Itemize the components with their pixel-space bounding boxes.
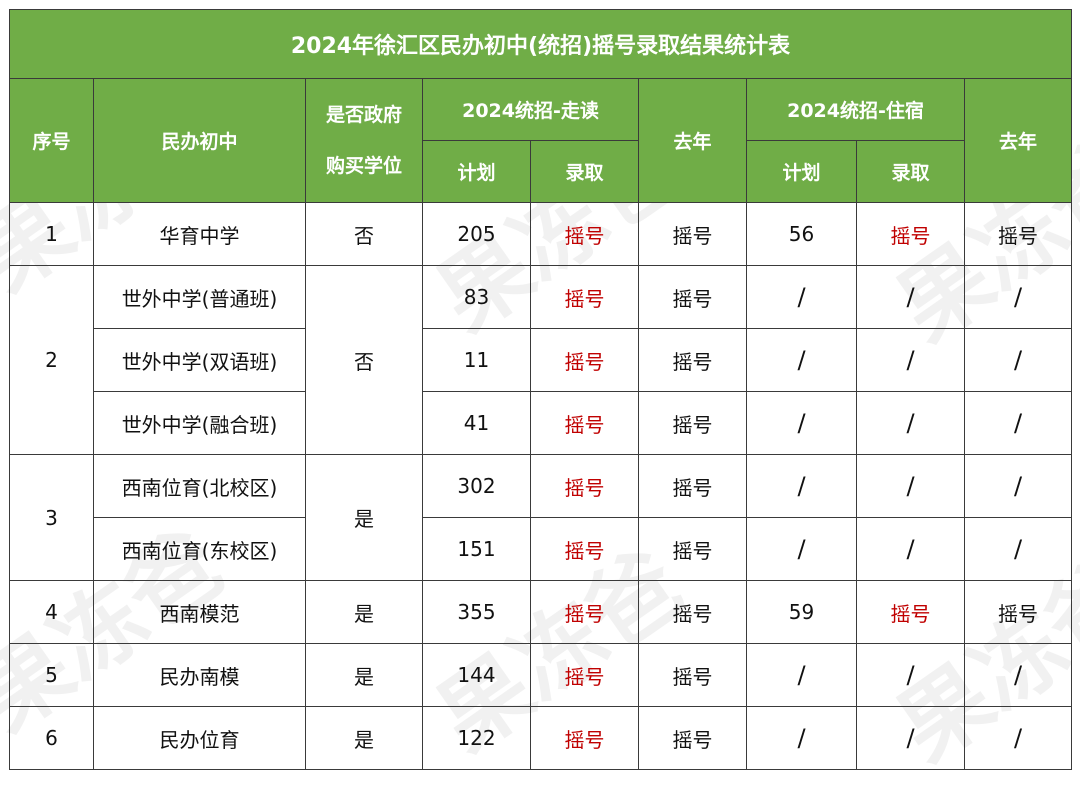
cell-plan: 41 xyxy=(422,391,531,455)
header-board-admit: 录取 xyxy=(856,140,965,203)
table-row: 西南位育(东校区) 151 摇号 摇号 / / / xyxy=(10,517,1072,581)
cell-board-admit: 摇号 xyxy=(856,580,965,644)
cell-plan: 355 xyxy=(422,580,531,644)
cell-board-last: 摇号 xyxy=(964,202,1072,266)
table-row: 2 世外中学(普通班) 否 83 摇号 摇号 / / / xyxy=(9,265,1072,455)
cell-board-last: / xyxy=(964,706,1072,770)
cell-admit: 摇号 xyxy=(530,706,639,770)
cell-board-last: / xyxy=(964,391,1072,455)
cell-board-plan: / xyxy=(746,328,857,392)
cell-board-last: / xyxy=(964,517,1072,581)
header-board-group: 2024统招-住宿 xyxy=(746,78,965,141)
table-row: 世外中学(融合班) 41 摇号 摇号 / / / xyxy=(10,391,1072,455)
header-school: 民办初中 xyxy=(93,78,306,203)
table-row: 4 西南模范 是 355 摇号 摇号 59 摇号 摇号 xyxy=(9,580,1072,644)
cell-board-plan: 56 xyxy=(746,202,857,266)
cell-board-last: / xyxy=(964,643,1072,707)
cell-last: 摇号 xyxy=(638,580,747,644)
cell-seq: 1 xyxy=(9,202,94,266)
cell-board-last: / xyxy=(964,265,1072,329)
cell-last: 摇号 xyxy=(638,328,747,392)
cell-board-plan: / xyxy=(746,643,857,707)
cell-school: 民办位育 xyxy=(93,706,306,770)
header-day-plan: 计划 xyxy=(422,140,531,203)
cell-board-admit: 摇号 xyxy=(856,202,965,266)
cell-board-admit: / xyxy=(856,517,965,581)
table-title: 2024年徐汇区民办初中(统招)摇号录取结果统计表 xyxy=(9,9,1072,79)
cell-school: 世外中学(双语班) xyxy=(93,328,306,392)
header-gov-line2: 购买学位 xyxy=(325,154,402,177)
cell-last: 摇号 xyxy=(638,202,747,266)
header-board-plan: 计划 xyxy=(746,140,857,203)
cell-board-last: / xyxy=(964,328,1072,392)
header-gov-line1: 是否政府 xyxy=(325,103,402,126)
cell-gov: 是 xyxy=(305,643,423,707)
table-row: 6 民办位育 是 122 摇号 摇号 / / / xyxy=(9,706,1072,770)
cell-board-plan: / xyxy=(746,454,857,518)
header-seq: 序号 xyxy=(9,78,94,203)
cell-board-last: / xyxy=(964,454,1072,518)
cell-admit: 摇号 xyxy=(530,265,639,329)
cell-gov: 是 xyxy=(305,580,423,644)
cell-board-admit: / xyxy=(856,328,965,392)
cell-school: 西南位育(东校区) xyxy=(93,517,306,581)
cell-plan: 83 xyxy=(422,265,531,329)
cell-board-admit: / xyxy=(856,706,965,770)
cell-board-plan: / xyxy=(746,391,857,455)
cell-last: 摇号 xyxy=(638,391,747,455)
cell-school: 民办南模 xyxy=(93,643,306,707)
cell-last: 摇号 xyxy=(638,454,747,518)
cell-school: 世外中学(普通班) xyxy=(93,265,306,329)
header-board-last: 去年 xyxy=(964,78,1072,203)
cell-plan: 11 xyxy=(422,328,531,392)
cell-seq: 3 xyxy=(9,454,94,581)
cell-board-plan: / xyxy=(746,706,857,770)
cell-admit: 摇号 xyxy=(530,391,639,455)
cell-last: 摇号 xyxy=(638,265,747,329)
cell-board-admit: / xyxy=(856,454,965,518)
header-day-last: 去年 xyxy=(638,78,747,203)
table-row: 5 民办南模 是 144 摇号 摇号 / / / xyxy=(9,643,1072,707)
cell-board-admit: / xyxy=(856,643,965,707)
cell-school: 西南位育(北校区) xyxy=(93,454,306,518)
header-day-group: 2024统招-走读 xyxy=(422,78,639,141)
cell-school: 华育中学 xyxy=(93,202,306,266)
header-gov-purchase: 是否政府 购买学位 xyxy=(305,78,423,203)
cell-gov: 是 xyxy=(305,454,423,581)
cell-seq: 4 xyxy=(9,580,94,644)
cell-plan: 205 xyxy=(422,202,531,266)
cell-seq: 6 xyxy=(9,706,94,770)
cell-gov: 否 xyxy=(305,265,423,455)
cell-last: 摇号 xyxy=(638,517,747,581)
cell-school: 西南模范 xyxy=(93,580,306,644)
table-row: 世外中学(双语班) 11 摇号 摇号 / / / xyxy=(10,328,1072,392)
cell-plan: 144 xyxy=(422,643,531,707)
admission-results-table: 2024年徐汇区民办初中(统招)摇号录取结果统计表 序号 民办初中 是否政府 购… xyxy=(9,9,1072,770)
cell-admit: 摇号 xyxy=(530,202,639,266)
table-row: 1 华育中学 否 205 摇号 摇号 56 摇号 摇号 xyxy=(9,202,1072,266)
cell-admit: 摇号 xyxy=(530,517,639,581)
cell-board-plan: / xyxy=(746,517,857,581)
cell-board-admit: / xyxy=(856,265,965,329)
cell-seq: 2 xyxy=(9,265,94,455)
cell-school: 世外中学(融合班) xyxy=(93,391,306,455)
cell-admit: 摇号 xyxy=(530,328,639,392)
cell-admit: 摇号 xyxy=(530,454,639,518)
cell-admit: 摇号 xyxy=(530,643,639,707)
cell-board-admit: / xyxy=(856,391,965,455)
cell-plan: 151 xyxy=(422,517,531,581)
cell-board-last: 摇号 xyxy=(964,580,1072,644)
cell-plan: 122 xyxy=(422,706,531,770)
cell-last: 摇号 xyxy=(638,706,747,770)
cell-seq: 5 xyxy=(9,643,94,707)
cell-admit: 摇号 xyxy=(530,580,639,644)
cell-gov: 否 xyxy=(305,202,423,266)
cell-board-plan: / xyxy=(746,265,857,329)
cell-board-plan: 59 xyxy=(746,580,857,644)
cell-gov: 是 xyxy=(305,706,423,770)
header-day-admit: 录取 xyxy=(530,140,639,203)
cell-plan: 302 xyxy=(422,454,531,518)
cell-last: 摇号 xyxy=(638,643,747,707)
table-row: 3 西南位育(北校区) 是 302 摇号 摇号 / / / xyxy=(9,454,1072,581)
